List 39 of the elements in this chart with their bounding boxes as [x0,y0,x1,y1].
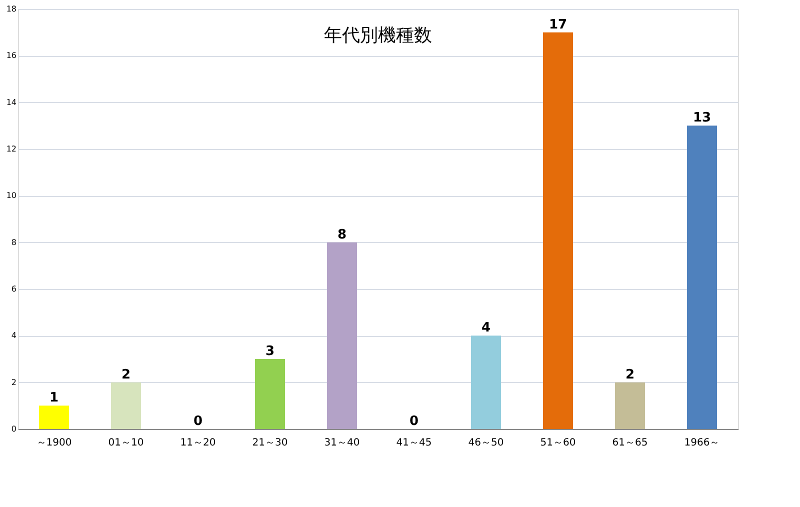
bar [615,382,645,429]
x-tick-label: 61～65 [612,438,648,448]
y-tick-label: 2 [11,378,16,387]
bar [39,406,69,429]
y-tick-label: 4 [11,331,16,340]
bar [471,336,501,429]
bar [543,32,573,429]
data-label: 0 [409,414,419,429]
y-tick-label: 14 [6,98,16,107]
bar [687,126,717,429]
y-tick-label: 18 [6,4,16,14]
x-tick-label: 21～30 [252,438,288,448]
x-tick-label: 11～20 [180,438,216,448]
data-label: 1 [49,390,59,406]
x-tick-label: 51～60 [540,438,576,448]
data-label: 0 [193,414,203,429]
x-tick-label: 01～10 [108,438,144,448]
data-label: 4 [481,320,491,336]
data-label: 13 [692,110,712,126]
x-tick-label: 31～40 [324,438,360,448]
y-tick-label: 16 [6,51,16,60]
y-tick-label: 6 [11,284,16,294]
y-tick-label: 10 [6,191,16,200]
y-tick-label: 12 [6,144,16,154]
x-tick-label: 46～50 [468,438,504,448]
y-tick-label: 8 [11,238,16,247]
x-tick-label: ～1900 [36,438,72,448]
bar [327,242,357,429]
data-label: 2 [625,367,635,382]
bar [255,359,285,429]
data-label: 8 [337,227,347,242]
bar [111,382,141,429]
data-label: 2 [121,367,131,382]
y-tick-label: 0 [11,424,16,434]
data-label: 17 [548,17,568,32]
text: 年代別機種数 [324,25,432,46]
data-label: 3 [265,344,275,359]
x-tick-label: 1966～ [684,438,720,448]
x-tick-label: 41～45 [396,438,432,448]
